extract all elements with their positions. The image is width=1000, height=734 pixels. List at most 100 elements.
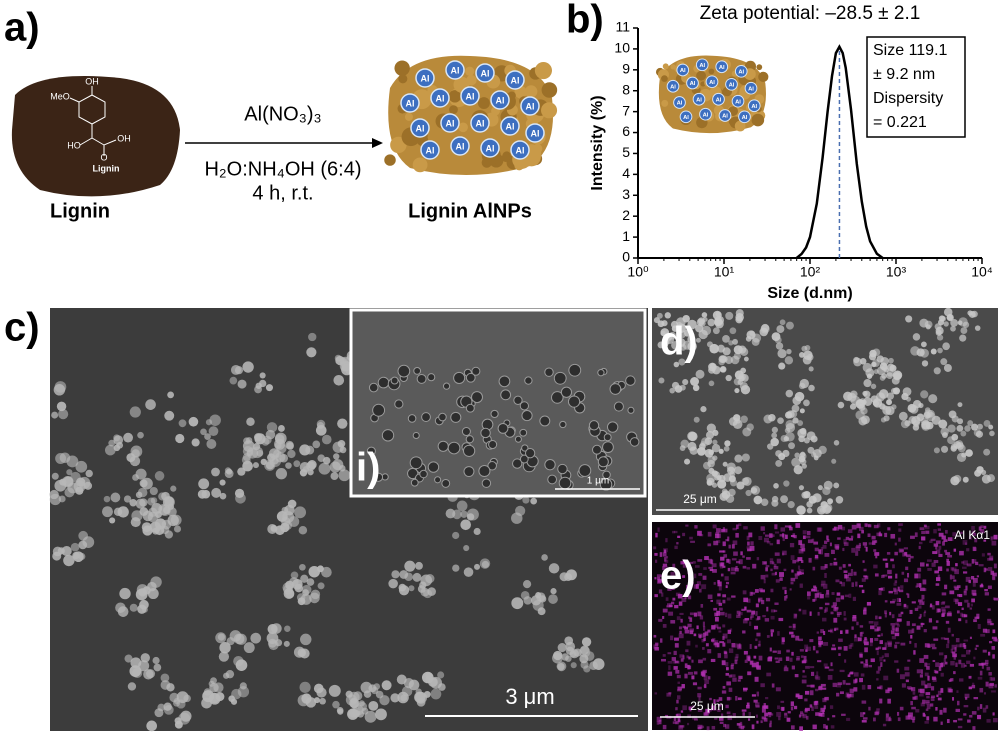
al-signal xyxy=(732,527,738,531)
particle xyxy=(953,474,962,483)
al-signal xyxy=(769,543,774,546)
al-signal xyxy=(961,654,966,658)
al-signal xyxy=(734,659,738,665)
al-signal xyxy=(919,613,922,618)
particle xyxy=(778,362,786,370)
al-signal xyxy=(804,698,808,702)
al-signal xyxy=(849,693,854,698)
particle-label: Al xyxy=(751,104,757,110)
al-signal xyxy=(978,564,984,567)
inset-particle xyxy=(568,363,582,377)
al-signal xyxy=(703,637,706,642)
inset-particle xyxy=(567,395,581,408)
al-signal xyxy=(843,542,849,546)
particle xyxy=(948,410,957,419)
al-signal xyxy=(729,628,733,632)
particle xyxy=(61,545,72,557)
al-signal xyxy=(923,654,929,659)
al-signal xyxy=(857,523,861,527)
al-signal xyxy=(805,649,808,652)
particle xyxy=(452,564,460,572)
particle xyxy=(129,455,141,467)
particle xyxy=(723,445,730,452)
al-signal xyxy=(991,540,997,546)
al-signal xyxy=(770,713,774,716)
al-signal xyxy=(830,662,833,667)
particle xyxy=(853,357,862,367)
particle xyxy=(799,451,806,458)
al-signal xyxy=(953,671,956,675)
al-signal xyxy=(708,566,714,569)
inset-particle xyxy=(450,411,462,423)
al-particle xyxy=(666,79,680,93)
al-signal xyxy=(810,684,815,688)
al-signal xyxy=(770,632,773,637)
al-signal xyxy=(719,721,724,724)
al-signal xyxy=(667,586,672,591)
structure xyxy=(69,86,117,156)
al-signal xyxy=(763,578,766,584)
particle xyxy=(761,323,770,333)
al-signal xyxy=(774,602,779,605)
al-signal xyxy=(885,689,890,694)
al-signal xyxy=(819,606,823,610)
particle xyxy=(334,354,342,362)
particle-label: Al xyxy=(486,143,495,153)
al-signal xyxy=(667,671,673,676)
particle xyxy=(161,491,170,501)
al-signal xyxy=(656,716,662,722)
al-signal xyxy=(674,637,679,641)
particle xyxy=(163,702,172,711)
particle xyxy=(452,531,460,540)
al-signal xyxy=(952,567,957,572)
al-signal xyxy=(738,612,743,616)
al-signal xyxy=(701,638,705,643)
particle xyxy=(823,480,833,490)
al-signal xyxy=(703,567,707,570)
al-signal xyxy=(990,570,995,575)
al-signal xyxy=(806,715,809,720)
al-signal xyxy=(889,600,895,604)
al-signal xyxy=(820,546,824,551)
particle xyxy=(793,465,803,475)
al-signal xyxy=(826,589,830,595)
al-signal xyxy=(702,669,707,674)
al-signal xyxy=(726,696,731,701)
al-signal xyxy=(918,545,921,550)
al-signal xyxy=(726,597,731,601)
al-signal xyxy=(848,538,854,541)
al-signal xyxy=(782,586,787,590)
particle xyxy=(147,497,156,506)
al-signal xyxy=(815,650,819,654)
particle xyxy=(299,648,310,659)
al-signal xyxy=(868,542,874,545)
al-signal xyxy=(989,676,992,681)
particle xyxy=(919,348,929,358)
particle xyxy=(302,466,310,473)
al-signal xyxy=(894,589,899,595)
particle xyxy=(923,411,931,419)
al-signal xyxy=(731,642,736,648)
al-signal xyxy=(973,619,977,623)
al-signal xyxy=(893,587,897,592)
al-particle xyxy=(712,92,725,106)
particle xyxy=(570,662,577,669)
al-signal xyxy=(722,633,728,639)
al-signal xyxy=(792,623,796,628)
al-signal xyxy=(864,545,867,548)
particle xyxy=(724,440,731,447)
al-signal xyxy=(969,714,973,718)
al-signal xyxy=(738,643,741,648)
al-signal xyxy=(675,714,679,718)
particle-label: Al xyxy=(738,69,744,75)
particle xyxy=(876,355,884,363)
al-signal xyxy=(680,618,683,623)
al-signal xyxy=(941,592,947,596)
particle xyxy=(191,438,200,447)
al-signal xyxy=(777,631,780,636)
al-signal xyxy=(689,630,694,635)
al-signal xyxy=(876,650,879,656)
al-signal xyxy=(758,588,763,592)
al-signal xyxy=(859,677,863,683)
al-signal xyxy=(828,668,834,672)
